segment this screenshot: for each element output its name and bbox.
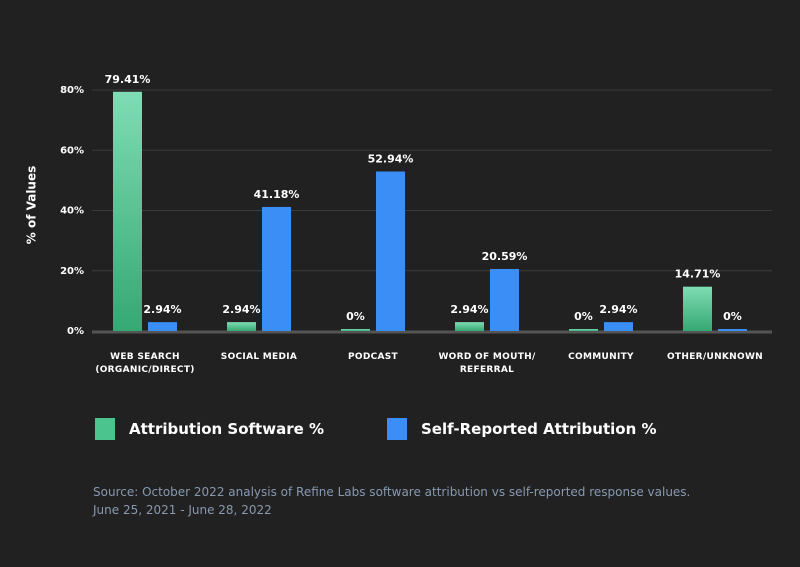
source-note: June 25, 2021 - June 28, 2022	[93, 503, 272, 517]
legend-swatch	[95, 418, 115, 440]
value-label: 20.59%	[482, 250, 528, 263]
bar	[604, 322, 633, 331]
value-label: 41.18%	[254, 188, 300, 201]
source-note: Source: October 2022 analysis of Refine …	[93, 485, 691, 499]
legend-item: Attribution Software %	[95, 418, 324, 440]
value-label: 52.94%	[368, 153, 414, 166]
value-label: 2.94%	[143, 303, 181, 316]
x-tick-label: PODCAST	[347, 352, 398, 362]
chart: % of Values 0% 20% 40% 60% 80% 79.41% 2.94% 2.9…	[25, 73, 772, 337]
bar	[341, 329, 370, 331]
y-tick-label: 20%	[60, 266, 84, 277]
value-label: 2.94%	[450, 303, 488, 316]
y-tick-label: 60%	[60, 145, 84, 156]
bar	[490, 268, 519, 331]
legend-label: Self-Reported Attribution %	[421, 420, 657, 438]
y-tick-label: 0%	[67, 326, 84, 337]
y-tick-label: 40%	[60, 206, 84, 217]
value-label: 2.94%	[222, 303, 260, 316]
x-tick-label: WEB SEARCH (ORGANIC/DIRECT)	[95, 352, 195, 375]
bar	[113, 91, 142, 331]
x-tick-label: WORD OF MOUTH/ REFERRAL	[438, 352, 536, 375]
bar	[683, 286, 712, 331]
value-label: 2.94%	[599, 303, 637, 316]
bar	[148, 322, 177, 331]
bar	[455, 322, 484, 331]
legend-swatch	[387, 418, 407, 440]
bar	[569, 329, 598, 331]
y-axis-label: % of Values	[25, 166, 39, 245]
x-tick-label: SOCIAL MEDIA	[220, 352, 298, 362]
value-label: 79.41%	[105, 73, 151, 86]
bar	[376, 171, 405, 331]
x-tick-label: OTHER/UNKNOWN	[666, 352, 764, 362]
value-label: 0%	[346, 310, 365, 323]
y-tick-label: 80%	[60, 85, 84, 96]
bar	[227, 322, 256, 331]
x-tick-label: COMMUNITY	[568, 352, 634, 362]
bar	[718, 329, 747, 331]
legend-label: Attribution Software %	[129, 420, 325, 438]
value-label: 14.71%	[675, 268, 721, 281]
legend-item: Self-Reported Attribution %	[387, 418, 657, 440]
value-label: 0%	[574, 310, 593, 323]
bar	[262, 206, 291, 331]
value-label: 0%	[723, 310, 742, 323]
